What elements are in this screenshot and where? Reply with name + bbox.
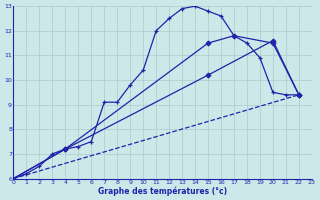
X-axis label: Graphe des températures (°c): Graphe des températures (°c) xyxy=(98,186,227,196)
